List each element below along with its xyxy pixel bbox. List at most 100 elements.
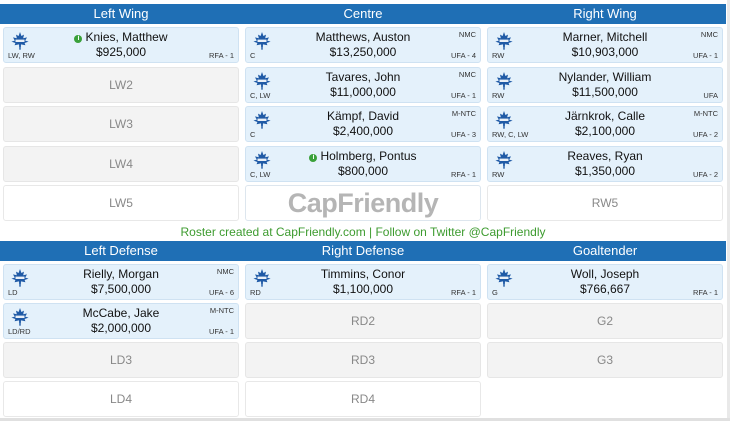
- slot-label: LW2: [109, 77, 133, 92]
- roster-row: LW2 Tavares, John $11,000,000 NMC C, LW UFA …: [0, 66, 726, 105]
- contract-clause: M-NTC: [209, 306, 234, 315]
- roster-row: Rielly, Morgan $7,500,000 NMC LD UFA - 6 Tim…: [0, 264, 726, 302]
- slot-label: G3: [596, 353, 613, 367]
- contract-status: UFA - 4: [450, 51, 476, 60]
- player-salary: $766,667: [579, 282, 631, 296]
- roster-row: LW5 CapFriendly RW5: [0, 185, 726, 223]
- contract-status: UFA: [703, 90, 718, 100]
- contract-status: UFA - 6: [208, 288, 234, 297]
- player-name[interactable]: Kämpf, David: [326, 109, 400, 123]
- contract-status: RFA - 1: [450, 169, 476, 179]
- maple-leaf-icon: [252, 71, 272, 91]
- maple-leaf-icon: [10, 268, 30, 288]
- player-card[interactable]: Reaves, Ryan $1,350,000 RW UFA - 2: [487, 145, 723, 182]
- player-name[interactable]: Järnkrok, Calle: [564, 109, 646, 123]
- header-goaltender: Goaltender: [572, 243, 638, 258]
- empty-slot[interactable]: RD3: [245, 342, 481, 378]
- player-positions: LD: [8, 288, 18, 297]
- player-card[interactable]: Nylander, William $11,500,000 RW UFA: [487, 66, 723, 103]
- contract-clause: NMC: [216, 267, 234, 276]
- empty-slot[interactable]: RD2: [245, 303, 481, 339]
- maple-leaf-icon: [252, 110, 272, 130]
- player-salary: $1,350,000: [574, 163, 636, 178]
- roster-credit-text[interactable]: Roster created at CapFriendly.com | Foll…: [180, 225, 546, 239]
- slot-label: LD3: [109, 353, 132, 367]
- empty-slot[interactable]: LW3: [3, 106, 239, 142]
- player-salary: $2,100,000: [574, 124, 636, 138]
- player-card[interactable]: i Knies, Matthew $925,000 LW, RW RFA - 1: [3, 27, 239, 63]
- player-card[interactable]: Woll, Joseph $766,667 G RFA - 1: [487, 264, 723, 300]
- contract-status: RFA - 1: [450, 288, 476, 297]
- empty-slot[interactable]: LW5: [3, 185, 239, 221]
- maple-leaf-icon: [10, 31, 30, 51]
- player-card[interactable]: Timmins, Conor $1,100,000 RD RFA - 1: [245, 264, 481, 300]
- player-name[interactable]: Tavares, John: [325, 69, 401, 84]
- contract-clause: NMC: [458, 69, 476, 79]
- horizontal-scrollbar[interactable]: [0, 418, 730, 421]
- slot-label: LW3: [109, 117, 133, 131]
- empty-slot[interactable]: G2: [487, 303, 723, 339]
- contract-clause: NMC: [458, 30, 476, 39]
- player-card[interactable]: Tavares, John $11,000,000 NMC C, LW UFA - 1: [245, 66, 481, 103]
- roster-row: i Knies, Matthew $925,000 LW, RW RFA - 1 Mat…: [0, 27, 726, 65]
- empty-slot[interactable]: RD4: [245, 381, 481, 417]
- empty-slot[interactable]: LD4: [3, 381, 239, 417]
- capfriendly-wordmark: CapFriendly: [287, 188, 439, 218]
- contract-status: RFA - 1: [692, 288, 718, 297]
- player-card[interactable]: Rielly, Morgan $7,500,000 NMC LD UFA - 6: [3, 264, 239, 300]
- vertical-scrollbar[interactable]: [727, 0, 730, 421]
- empty-slot[interactable]: LW2: [3, 66, 239, 103]
- header-centre: Centre: [343, 6, 383, 21]
- info-icon[interactable]: i: [309, 153, 318, 162]
- empty-slot[interactable]: LW4: [3, 145, 239, 182]
- player-name[interactable]: Rielly, Morgan: [83, 267, 159, 281]
- player-positions: RW: [492, 90, 505, 100]
- slot-label: G2: [596, 314, 613, 328]
- player-card[interactable]: McCabe, Jake $2,000,000 M-NTC LD/RD UFA - 1: [3, 303, 239, 339]
- player-salary: $800,000: [337, 163, 389, 178]
- header-left-wing: Left Wing: [93, 6, 149, 21]
- player-card[interactable]: Matthews, Auston $13,250,000 NMC C UFA - 4: [245, 27, 481, 63]
- info-icon[interactable]: i: [74, 35, 83, 43]
- maple-leaf-icon: [10, 307, 30, 327]
- slot-label: RD2: [350, 314, 375, 328]
- forwards-header: Left Wing Centre Right Wing: [0, 4, 726, 24]
- contract-status: UFA - 1: [208, 327, 234, 336]
- maple-leaf-icon: [494, 71, 514, 91]
- player-name[interactable]: McCabe, Jake: [82, 306, 160, 320]
- player-name[interactable]: Nylander, William: [558, 69, 652, 84]
- contract-status: UFA - 1: [450, 90, 476, 100]
- maple-leaf-icon: [252, 31, 272, 51]
- empty-slot[interactable]: LD3: [3, 342, 239, 378]
- player-name[interactable]: i Knies, Matthew: [34, 30, 208, 44]
- maple-leaf-icon: [494, 110, 514, 130]
- player-card[interactable]: i Holmberg, Pontus $800,000 C, LW RFA - 1: [245, 145, 481, 182]
- player-card[interactable]: Järnkrok, Calle $2,100,000 M-NTC RW, C, LW U…: [487, 106, 723, 142]
- player-name[interactable]: Matthews, Auston: [315, 30, 411, 44]
- contract-clause: M-NTC: [693, 109, 718, 118]
- player-positions: G: [492, 288, 498, 297]
- slot-label: LW5: [109, 196, 133, 210]
- player-name[interactable]: i Holmberg, Pontus: [276, 149, 450, 163]
- player-name[interactable]: Timmins, Conor: [320, 267, 406, 281]
- maple-leaf-icon: [252, 150, 272, 170]
- empty-slot[interactable]: RW5: [487, 185, 723, 221]
- slot-label: RD3: [350, 353, 375, 367]
- roster-row: LD4 RD4: [0, 381, 726, 419]
- maple-leaf-icon: [494, 150, 514, 170]
- roster-row: LW4 i Holmberg, Pontus $800,000 C, LW RFA - …: [0, 145, 726, 184]
- player-card[interactable]: Kämpf, David $2,400,000 M-NTC C UFA - 3: [245, 106, 481, 142]
- player-name[interactable]: Reaves, Ryan: [567, 148, 643, 163]
- roster-row: McCabe, Jake $2,000,000 M-NTC LD/RD UFA - 1 R…: [0, 303, 726, 341]
- player-salary: $7,500,000: [90, 282, 152, 296]
- player-name[interactable]: Marner, Mitchell: [562, 30, 648, 44]
- player-salary: $1,100,000: [332, 282, 394, 296]
- contract-status: UFA - 3: [450, 130, 476, 139]
- player-salary: $11,000,000: [330, 84, 396, 99]
- contract-status: UFA - 1: [692, 51, 718, 60]
- player-card[interactable]: Marner, Mitchell $10,903,000 NMC RW UFA - 1: [487, 27, 723, 63]
- contract-clause: NMC: [700, 30, 718, 39]
- player-name[interactable]: Woll, Joseph: [570, 267, 640, 281]
- player-positions: RD: [250, 288, 261, 297]
- empty-slot[interactable]: G3: [487, 342, 723, 378]
